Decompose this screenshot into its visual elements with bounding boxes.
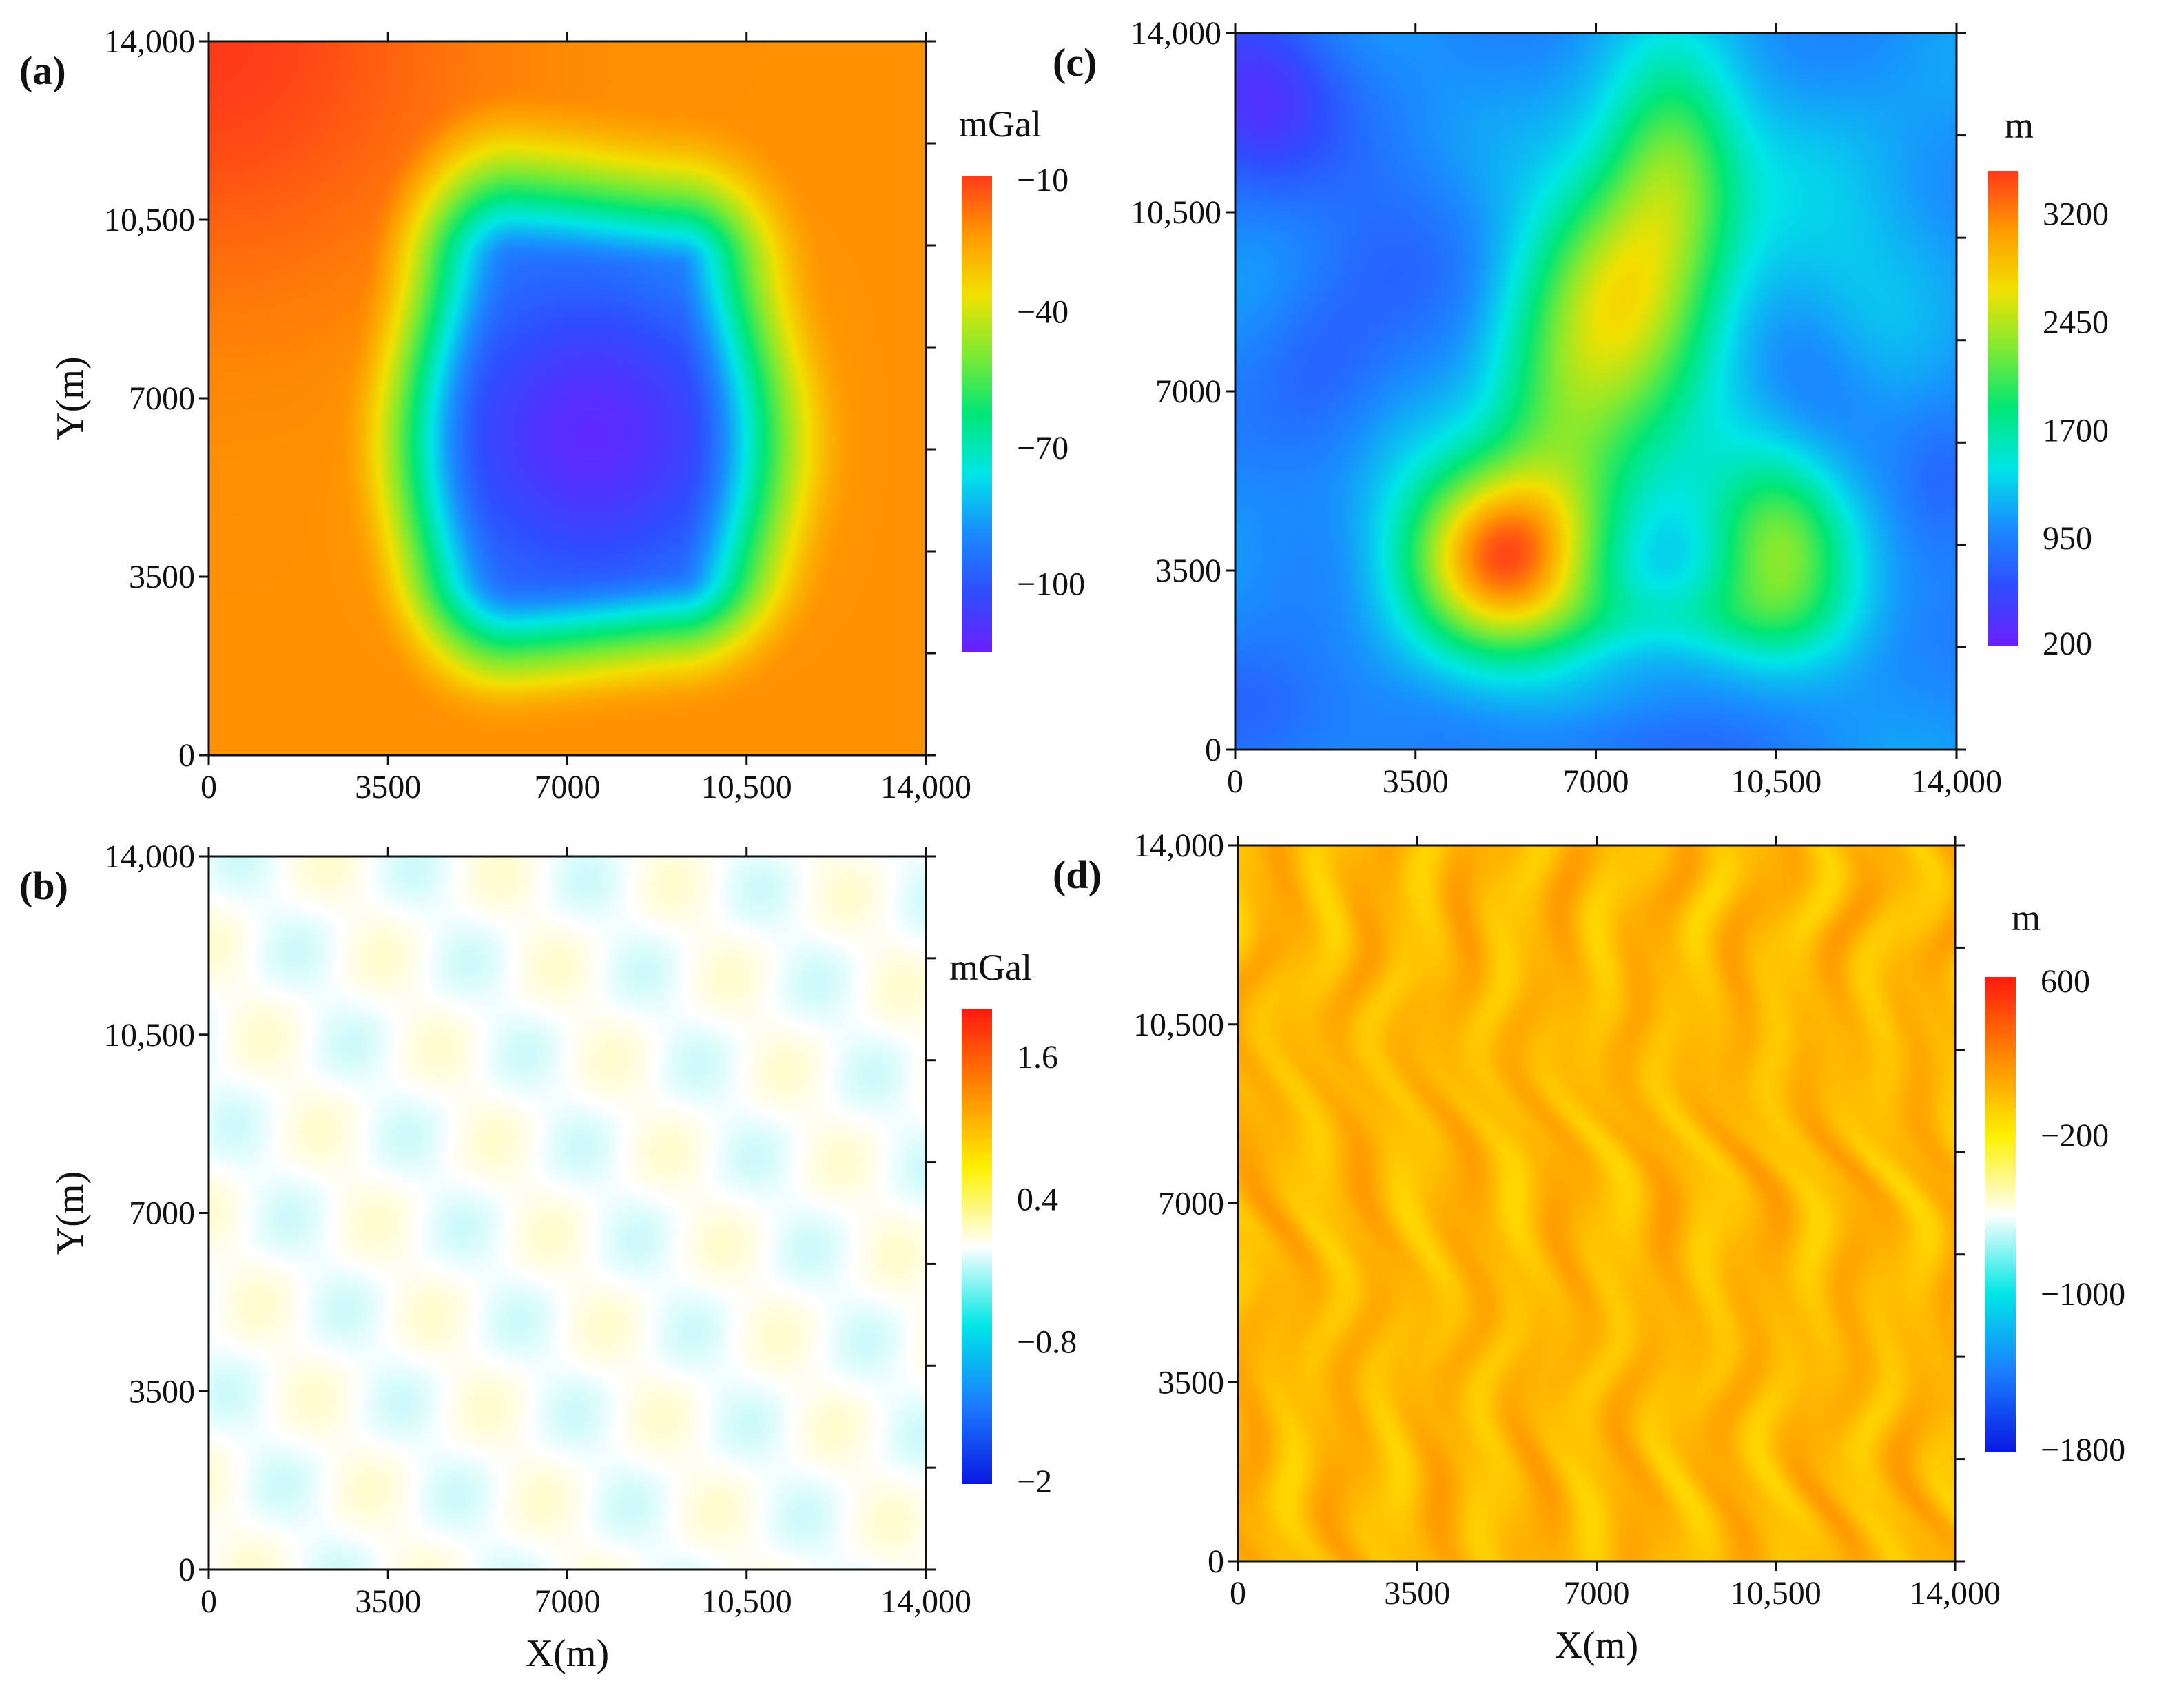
colorbar-tick-label: −70	[1017, 430, 1068, 466]
panel-c: 0 3500 7000 10,500 14,000 0 3500 7000 10,500 14,0…	[1053, 15, 2109, 800]
x-tick-label: 10,500	[1731, 1575, 1821, 1612]
colorbar-tick-label: 0.4	[1017, 1182, 1058, 1218]
colorbar-tick-label: −0.8	[1017, 1324, 1077, 1360]
x-tick-label: 3500	[355, 1583, 421, 1620]
colorbar-unit-label: m	[2012, 897, 2041, 938]
colorbar-tick-label: 600	[2041, 963, 2090, 1000]
x-tick-label: 3500	[1384, 1575, 1450, 1612]
y-axis-label: Y(m)	[49, 356, 92, 440]
panel-label: (b)	[19, 863, 68, 908]
x-tick-label: 3500	[355, 769, 421, 805]
x-tick-label: 0	[200, 1583, 217, 1620]
x-tick-label: 10,500	[1731, 763, 1821, 800]
colorbar-unit-label: mGal	[959, 103, 1042, 145]
x-tick-label: 3500	[1383, 763, 1449, 800]
y-tick-label: 7000	[1158, 1186, 1224, 1222]
x-tick-label: 14,000	[880, 769, 971, 805]
y-tick-label: 7000	[129, 380, 195, 417]
heatmap-d	[1238, 845, 1955, 1561]
colorbar-tick-label: 1.6	[1017, 1039, 1058, 1076]
y-tick-label: 10,500	[1131, 194, 1221, 231]
y-tick-label: 0	[178, 737, 195, 774]
x-tick-label: 14,000	[1911, 763, 2002, 800]
colorbar-unit-label: m	[2005, 105, 2034, 146]
y-axis-label: Y(m)	[49, 1171, 92, 1255]
x-tick-label: 7000	[1564, 1575, 1630, 1612]
y-tick-label: 3500	[1158, 1364, 1224, 1401]
y-tick-label: 3500	[129, 1373, 195, 1410]
y-tick-label: 3500	[1155, 553, 1221, 589]
colorbar-unit-label: mGal	[949, 947, 1032, 988]
panel-label: (d)	[1053, 852, 1102, 897]
colorbar	[1985, 977, 2016, 1452]
x-tick-label: 7000	[535, 769, 601, 805]
y-tick-label: 14,000	[104, 23, 195, 60]
x-tick-label: 10,500	[701, 769, 792, 805]
y-tick-label: 10,500	[104, 202, 195, 238]
x-tick-label: 7000	[1563, 763, 1629, 800]
colorbar-tick-label: 200	[2043, 626, 2092, 662]
x-axis-label: X(m)	[1555, 1624, 1638, 1667]
x-axis-label: X(m)	[526, 1632, 609, 1675]
colorbar-tick-label: −40	[1017, 294, 1068, 330]
x-tick-label: 7000	[535, 1583, 601, 1620]
x-tick-label: 0	[200, 769, 217, 805]
y-tick-label: 0	[1205, 732, 1221, 768]
colorbar-tick-label: 2450	[2043, 305, 2109, 341]
panel-label: (c)	[1053, 40, 1097, 85]
y-tick-label: 14,000	[104, 838, 195, 875]
x-tick-label: 14,000	[1910, 1575, 2001, 1612]
colorbar-tick-label: 1700	[2043, 412, 2109, 449]
heatmap-c	[1235, 33, 1957, 750]
colorbar	[962, 1009, 992, 1484]
y-tick-label: 14,000	[1133, 827, 1224, 864]
y-tick-label: 7000	[1155, 373, 1221, 410]
colorbar-tick-label: 950	[2043, 520, 2092, 557]
colorbar-tick-label: −1000	[2041, 1276, 2125, 1313]
colorbar-tick-label: 3200	[2043, 196, 2109, 233]
x-tick-label: 14,000	[880, 1583, 971, 1620]
panel-label: (a)	[19, 48, 66, 93]
panel-b: 0 3500 7000 10,500 14,000 0 3500 7000 10,500 14,0…	[19, 838, 1077, 1675]
colorbar-tick-label: −100	[1017, 566, 1085, 602]
colorbar-tick-label: −2	[1017, 1463, 1052, 1500]
colorbar-tick-label: −10	[1017, 162, 1068, 198]
y-tick-label: 7000	[129, 1195, 195, 1232]
colorbar	[962, 176, 992, 652]
x-tick-label: 10,500	[701, 1583, 792, 1620]
y-tick-label: 3500	[129, 559, 195, 595]
heatmap-b	[209, 856, 926, 1570]
x-tick-label: 0	[1227, 763, 1243, 800]
y-tick-label: 10,500	[1133, 1007, 1224, 1043]
y-tick-label: 14,000	[1131, 15, 1221, 52]
colorbar-tick-label: −200	[2041, 1118, 2109, 1154]
x-tick-label: 0	[1230, 1575, 1246, 1612]
panel-a: 0 3500 7000 10,500 14,000 0 3500 7000 10,500 14,0…	[19, 23, 1085, 805]
y-tick-label: 10,500	[104, 1017, 195, 1053]
panel-d: 0 3500 7000 10,500 14,000 0 3500 7000 10,500 14,0…	[1053, 827, 2125, 1667]
y-tick-label: 0	[1208, 1543, 1224, 1580]
colorbar-tick-label: −1800	[2041, 1432, 2125, 1468]
colorbar	[1988, 171, 2018, 646]
heatmap-a	[209, 41, 926, 755]
y-tick-label: 0	[178, 1552, 195, 1588]
